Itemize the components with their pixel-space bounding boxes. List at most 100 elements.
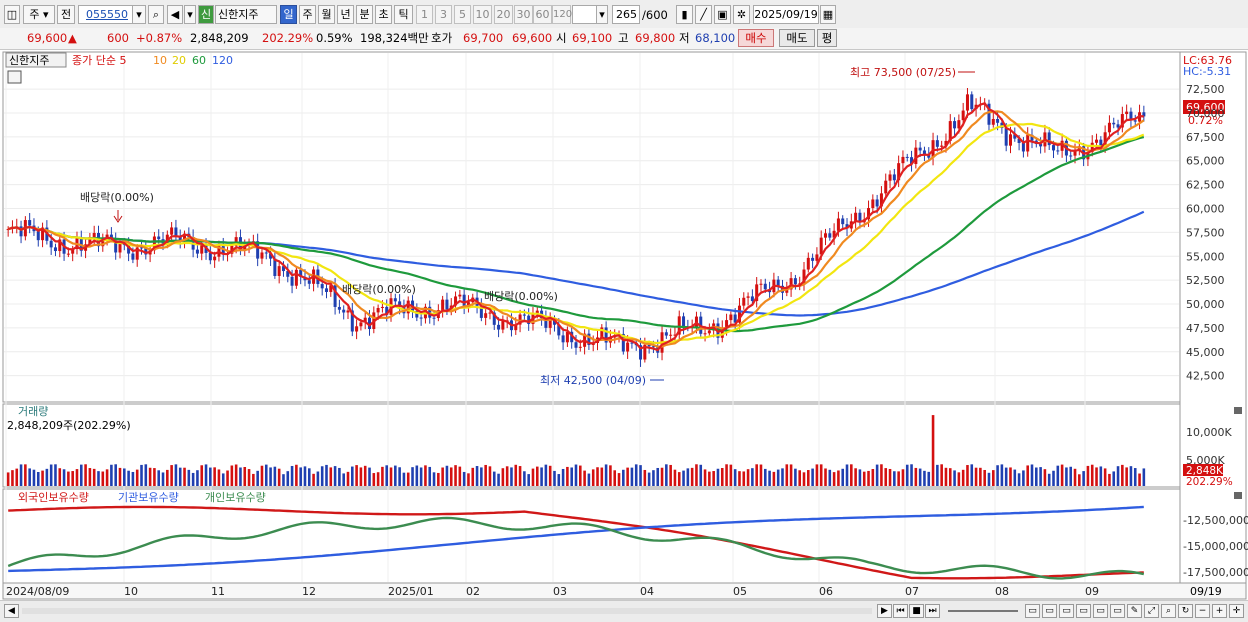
- stock-code-input[interactable]: 055550: [78, 5, 136, 24]
- step-10[interactable]: 10: [473, 5, 492, 24]
- volume-bar: [905, 464, 909, 486]
- volume-bar: [1056, 465, 1060, 486]
- volume-bar: [114, 464, 117, 486]
- volume-bar: [161, 472, 165, 486]
- calculator-icon[interactable]: [7, 70, 22, 84]
- volume-bar: [32, 469, 36, 486]
- zoom-in-icon[interactable]: +: [1212, 604, 1227, 618]
- price-y-label: 52,500: [1186, 274, 1225, 287]
- zoom-out-icon[interactable]: −: [1195, 604, 1210, 618]
- volume-bar: [105, 469, 109, 486]
- candle-body: [905, 156, 909, 158]
- search-icon[interactable]: ⌕: [148, 5, 164, 24]
- tab-minute[interactable]: 분: [356, 5, 373, 24]
- step-1[interactable]: 1: [416, 5, 433, 24]
- step-30[interactable]: 30: [514, 5, 533, 24]
- candle-body: [957, 120, 961, 129]
- step-20[interactable]: 20: [494, 5, 513, 24]
- tab-day[interactable]: 일: [280, 5, 297, 24]
- tab-second[interactable]: 초: [375, 5, 392, 24]
- tab-tick[interactable]: 틱: [394, 5, 413, 24]
- panel-close-icon[interactable]: [1234, 407, 1242, 414]
- first-page-icon[interactable]: ⏮: [893, 604, 908, 618]
- x-axis-label: 06: [819, 585, 833, 598]
- layout-icon[interactable]: ▭: [1059, 604, 1074, 618]
- chevron-down-icon[interactable]: ▾: [132, 5, 146, 24]
- candle-body: [867, 208, 871, 220]
- candle-body: [1073, 151, 1077, 156]
- volume-bar: [1116, 466, 1120, 486]
- scroll-track[interactable]: [22, 608, 872, 614]
- candle-body: [677, 316, 681, 335]
- legend-ma20: 20: [172, 54, 186, 67]
- chevron-down-icon[interactable]: ▾: [184, 5, 196, 24]
- volume-bar: [966, 465, 969, 486]
- volume-bar: [1073, 468, 1077, 486]
- search-icon[interactable]: ⌕: [1161, 604, 1176, 618]
- volume-ratio: 202.29%: [262, 31, 314, 45]
- holdings-label-2: -15,000,000: [1183, 540, 1248, 553]
- volume-bar: [441, 467, 444, 486]
- save-icon[interactable]: ▣: [714, 5, 731, 24]
- tool-icon[interactable]: ✎: [1127, 604, 1142, 618]
- layout-icon[interactable]: ▭: [1042, 604, 1057, 618]
- volume-bar: [480, 467, 483, 486]
- calendar-icon[interactable]: ▦: [820, 5, 836, 24]
- prev-stock-button[interactable]: 전: [57, 5, 75, 24]
- zoom-slider[interactable]: [948, 610, 1018, 612]
- candle-body: [307, 280, 311, 284]
- price-chart[interactable]: 신한지주 종가 단순 5 10 20 60 120 LC:63.76 HC:-5…: [0, 50, 1248, 600]
- scroll-left-icon[interactable]: ◀: [4, 604, 19, 618]
- stock-name-box[interactable]: [5, 52, 67, 68]
- date-input[interactable]: 2025/09/19: [753, 5, 819, 24]
- volume-bar: [217, 469, 221, 486]
- high-price: 69,800: [635, 31, 676, 45]
- tab-month[interactable]: 월: [318, 5, 335, 24]
- bar-count-input[interactable]: 265: [612, 5, 640, 24]
- step-5[interactable]: 5: [454, 5, 471, 24]
- candle-body: [737, 305, 741, 323]
- volume-bar: [574, 464, 578, 486]
- step-3[interactable]: 3: [435, 5, 452, 24]
- volume-bar: [1078, 474, 1081, 486]
- sell-button[interactable]: 매도: [779, 29, 815, 47]
- candle-body: [458, 294, 462, 297]
- refresh-icon[interactable]: ↻: [1178, 604, 1193, 618]
- layout-icon[interactable]: ▭: [1076, 604, 1091, 618]
- step-60[interactable]: 60: [533, 5, 552, 24]
- candle-body: [664, 332, 668, 336]
- tool-icon[interactable]: ⤢: [1144, 604, 1159, 618]
- candle-body: [871, 199, 875, 209]
- stop-icon[interactable]: ■: [909, 604, 924, 618]
- candle-type-icon[interactable]: ▮: [676, 5, 693, 24]
- gear-icon[interactable]: ✲: [733, 5, 750, 24]
- price-y-label: 57,500: [1186, 226, 1225, 239]
- crosshair-icon[interactable]: ✛: [1229, 604, 1244, 618]
- stock-name-field[interactable]: 신한지주: [215, 5, 277, 24]
- market-select[interactable]: 주 ▾: [23, 5, 55, 24]
- candle-body: [987, 103, 991, 125]
- candle-body: [828, 233, 832, 238]
- candle-body: [432, 317, 436, 319]
- panel-close-icon[interactable]: [1234, 492, 1242, 499]
- price-y-label: 67,500: [1186, 131, 1225, 144]
- layout-icon[interactable]: ▭: [1025, 604, 1040, 618]
- layout-icon[interactable]: ▭: [1093, 604, 1108, 618]
- candle-body: [557, 324, 561, 336]
- step-120[interactable]: 120: [552, 5, 572, 24]
- eval-button[interactable]: 평: [817, 29, 837, 47]
- tab-year[interactable]: 년: [337, 5, 354, 24]
- last-page-icon[interactable]: ⏭: [925, 604, 940, 618]
- candle-body: [621, 333, 625, 352]
- tab-week[interactable]: 주: [299, 5, 316, 24]
- speaker-icon[interactable]: ◀: [167, 5, 183, 24]
- chart-settings-icon[interactable]: ◫: [4, 5, 20, 24]
- candle-body: [707, 330, 711, 334]
- volume-bar: [682, 470, 685, 486]
- layout-icon[interactable]: ▭: [1110, 604, 1125, 618]
- chevron-down-icon[interactable]: ▾: [596, 5, 608, 24]
- draw-tool-icon[interactable]: ╱: [695, 5, 712, 24]
- buy-button[interactable]: 매수: [738, 29, 774, 47]
- volume-bar: [316, 471, 320, 486]
- scroll-right-icon[interactable]: ▶: [877, 604, 892, 618]
